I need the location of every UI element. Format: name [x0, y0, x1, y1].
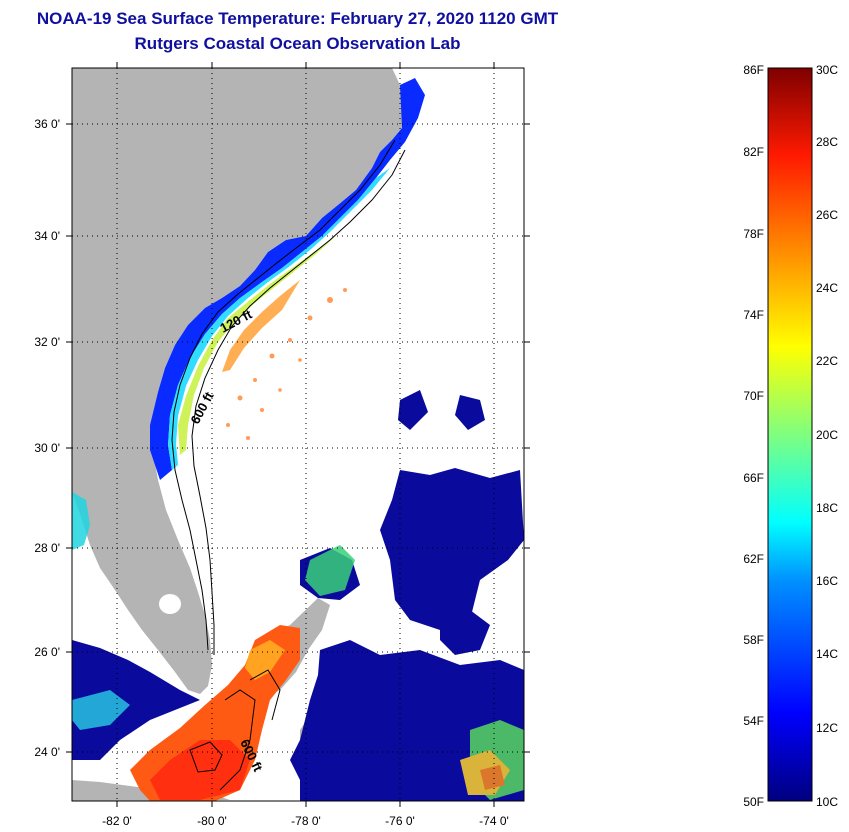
colorbar-c-label: 22C — [816, 354, 838, 368]
lon-label: -74 0' — [479, 814, 509, 828]
map-title: NOAA-19 Sea Surface Temperature: Februar… — [36, 9, 559, 28]
colorbar-c-label: 26C — [816, 208, 838, 222]
lon-label: -76 0' — [385, 814, 415, 828]
bathymetry-contours — [171, 139, 406, 791]
lat-label: 32 0' — [34, 335, 60, 349]
colorbar-c-label: 24C — [816, 281, 838, 295]
latitude-labels: 36 0' 34 0' 32 0' 30 0' 28 0' 26 0' 24 0… — [34, 117, 60, 759]
colorbar: 86F 82F 78F 74F 70F 66F 62F 58F 54F 50F … — [743, 63, 838, 809]
colorbar-f-label: 70F — [743, 389, 764, 403]
colorbar-f-label: 50F — [743, 795, 764, 809]
colorbar-f-label: 58F — [743, 633, 764, 647]
lat-label: 26 0' — [34, 645, 60, 659]
map-grid — [72, 68, 524, 801]
longitude-labels: -82 0' -80 0' -78 0' -76 0' -74 0' — [102, 814, 509, 828]
colorbar-c-label: 18C — [816, 501, 838, 515]
colorbar-f-label: 74F — [743, 308, 764, 322]
colorbar-fahrenheit-labels: 86F 82F 78F 74F 70F 66F 62F 58F 54F 50F — [743, 63, 764, 809]
land-us-southeast — [72, 68, 408, 694]
lon-label: -78 0' — [291, 814, 321, 828]
colorbar-c-label: 10C — [816, 795, 838, 809]
colorbar-c-label: 16C — [816, 574, 838, 588]
colorbar-celsius-labels: 30C 28C 26C 24C 22C 20C 18C 16C 14C 12C … — [816, 63, 838, 809]
sst-green-patches — [72, 492, 524, 800]
lat-label: 28 0' — [34, 541, 60, 555]
lon-label: -80 0' — [197, 814, 227, 828]
colorbar-f-label: 66F — [743, 471, 764, 485]
map-frame — [71, 67, 525, 802]
sst-offshore-speckles — [226, 288, 347, 440]
colorbar-f-label: 78F — [743, 227, 764, 241]
colorbar-f-label: 82F — [743, 145, 764, 159]
colorbar-c-label: 20C — [816, 428, 838, 442]
colorbar-gradient — [767, 67, 813, 802]
colorbar-c-label: 30C — [816, 63, 838, 77]
colorbar-f-label: 54F — [743, 714, 764, 728]
lat-label: 34 0' — [34, 229, 60, 243]
lon-label: -82 0' — [102, 814, 132, 828]
sst-coastal-warm — [178, 236, 336, 455]
map-subtitle: Rutgers Coastal Ocean Observation Lab — [134, 34, 461, 53]
colorbar-c-label: 28C — [816, 135, 838, 149]
sst-dark-blue-regions — [72, 390, 524, 801]
lat-label: 30 0' — [34, 441, 60, 455]
lat-label: 36 0' — [34, 117, 60, 131]
colorbar-c-label: 14C — [816, 647, 838, 661]
map-area: 120 ft 600 ft 600 ft — [72, 68, 524, 801]
colorbar-f-label: 62F — [743, 552, 764, 566]
map-ticks — [66, 62, 530, 807]
lat-label: 24 0' — [34, 745, 60, 759]
colorbar-c-label: 12C — [816, 721, 838, 735]
colorbar-f-label: 86F — [743, 63, 764, 77]
